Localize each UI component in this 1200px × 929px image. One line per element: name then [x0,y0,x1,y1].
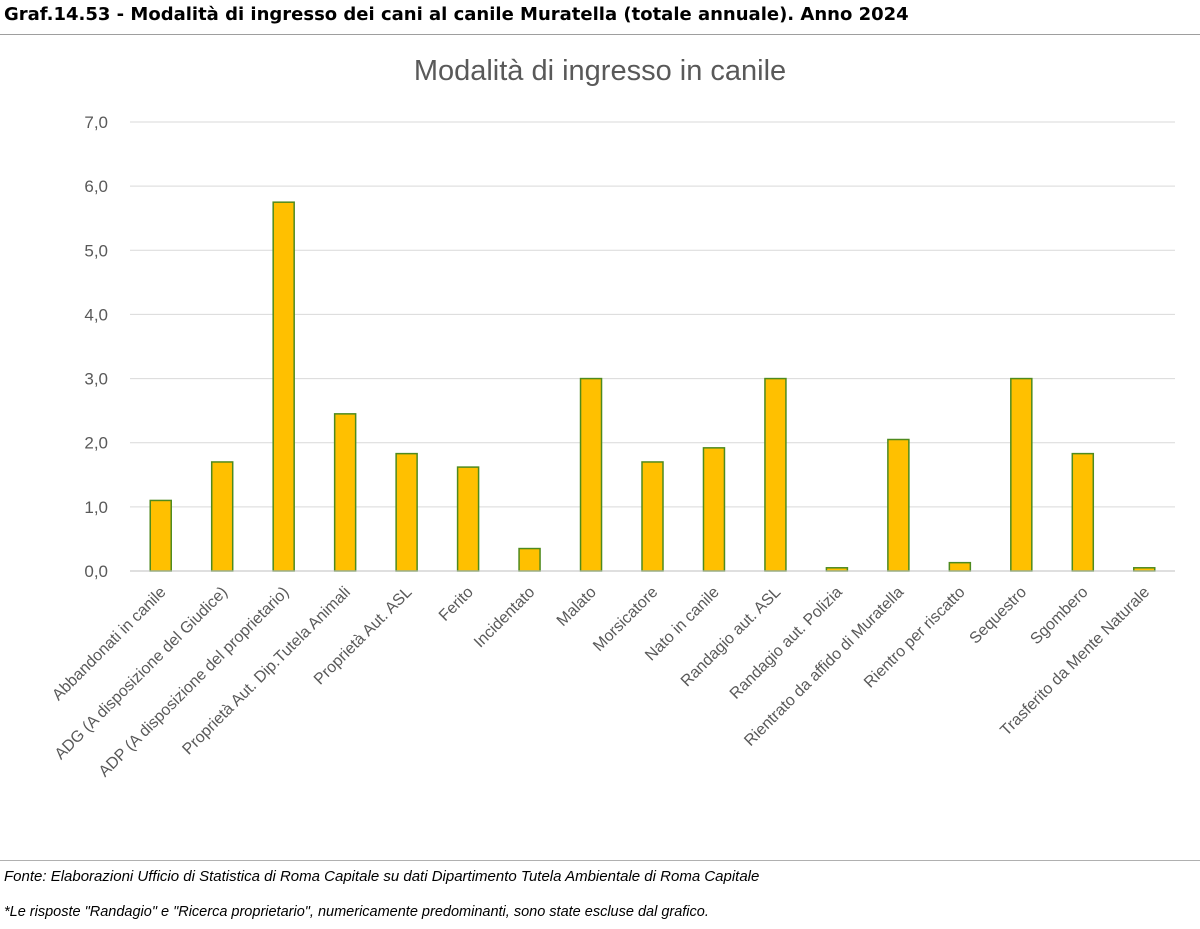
bar [456,466,480,572]
bar [887,438,910,572]
heading-divider [0,34,1200,35]
bar [1071,452,1095,572]
y-tick-label: 2,0 [84,434,108,453]
bar [272,201,295,572]
y-tick-label: 1,0 [84,498,108,517]
bar [210,461,234,572]
bar [948,561,972,572]
bar [149,499,172,572]
bar [579,377,603,572]
chart-heading: Graf.14.53 - Modalità di ingresso dei ca… [4,4,909,25]
y-tick-label: 3,0 [84,370,108,389]
x-tick-label: Sequestro [967,584,1031,648]
x-tick-label: Incidentato [471,584,538,651]
bar [333,413,357,572]
y-tick-label: 0,0 [84,562,108,581]
y-axis-ticks: 0,0 1,0 2,0 3,0 4,0 5,0 6,0 7,0 [84,113,108,581]
bar [1010,377,1033,572]
footer-divider [0,860,1200,861]
x-tick-label: Randagio aut. Polizia [727,584,846,703]
x-tick-label: Rientro per riscatto [861,584,969,692]
bar-chart: Modalità di ingresso in canile 0,0 1,0 2,0… [49,55,1175,781]
bar [702,447,726,572]
bar [764,377,787,572]
y-tick-label: 6,0 [84,177,108,196]
bar [395,452,418,572]
gridlines [130,121,1175,508]
chart-title: Modalità di ingresso in canile [414,55,786,87]
y-tick-label: 7,0 [84,113,108,132]
x-tick-label: Sgombero [1027,584,1091,648]
bars [149,201,1156,572]
y-tick-label: 4,0 [84,305,108,324]
x-tick-label: Ferito [436,584,477,625]
bar [518,547,541,572]
footnote: *Le risposte "Randagio" e "Ricerca propr… [4,904,709,920]
x-tick-label: Abbandonati in canile [49,584,169,704]
bar [641,461,664,572]
x-tick-label: Malato [554,584,600,630]
y-tick-label: 5,0 [84,241,108,260]
source-note: Fonte: Elaborazioni Ufficio di Statistic… [4,868,760,885]
